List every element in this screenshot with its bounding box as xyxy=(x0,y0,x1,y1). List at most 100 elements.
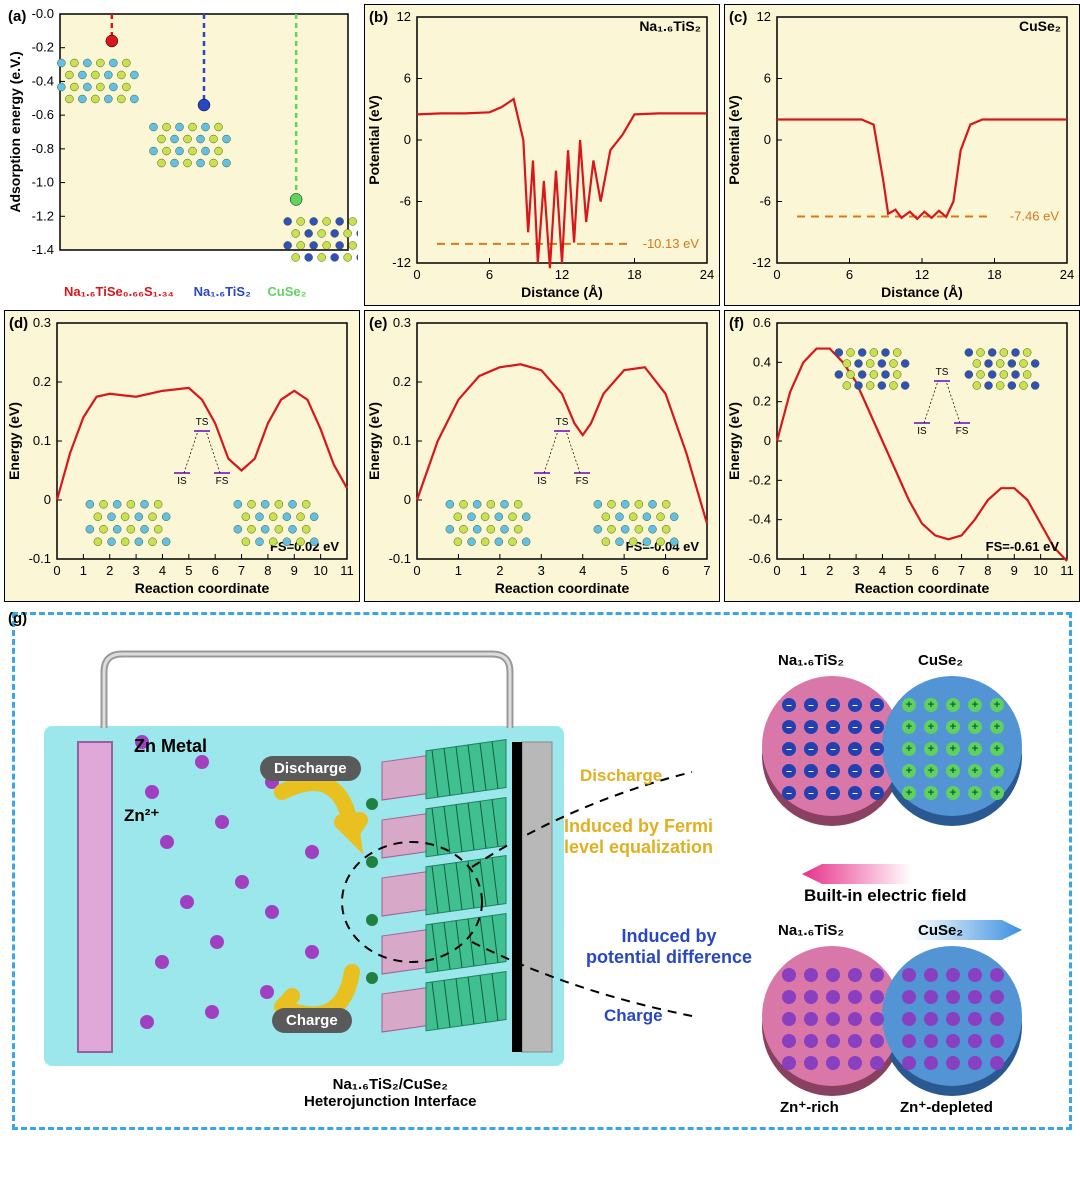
svg-text:6: 6 xyxy=(212,563,219,578)
svg-text:Distance (Å): Distance (Å) xyxy=(521,284,603,300)
svg-text:TS: TS xyxy=(936,367,949,378)
svg-text:-0.4: -0.4 xyxy=(32,73,54,88)
svg-text:6: 6 xyxy=(486,267,493,282)
svg-text:18: 18 xyxy=(987,267,1001,282)
svg-text:3: 3 xyxy=(852,563,859,578)
svg-text:-6: -6 xyxy=(759,194,771,209)
svg-text:6: 6 xyxy=(764,71,771,86)
svg-text:-0.2: -0.2 xyxy=(749,472,771,487)
svg-text:5: 5 xyxy=(185,563,192,578)
svg-text:FS: FS xyxy=(956,426,969,437)
svg-text:Reaction coordinate: Reaction coordinate xyxy=(855,580,990,596)
svg-text:0.2: 0.2 xyxy=(753,394,771,409)
svg-text:0: 0 xyxy=(44,492,51,507)
svg-text:11: 11 xyxy=(340,563,354,578)
svg-text:0.6: 0.6 xyxy=(753,315,771,330)
svg-text:-1.4: -1.4 xyxy=(32,242,54,257)
svg-text:0: 0 xyxy=(53,563,60,578)
svg-text:12: 12 xyxy=(757,9,771,24)
svg-text:2: 2 xyxy=(496,563,503,578)
svg-text:4: 4 xyxy=(879,563,886,578)
svg-text:Na₁.₆TiS₂: Na₁.₆TiS₂ xyxy=(194,284,251,299)
svg-text:10: 10 xyxy=(1033,563,1047,578)
svg-text:0: 0 xyxy=(413,267,420,282)
svg-text:Na₁.₆TiS₂: Na₁.₆TiS₂ xyxy=(639,18,701,34)
svg-text:1: 1 xyxy=(800,563,807,578)
svg-text:-1.2: -1.2 xyxy=(32,208,54,223)
svg-text:0.2: 0.2 xyxy=(393,374,411,389)
svg-text:-0.1: -0.1 xyxy=(29,551,51,566)
svg-text:Distance (Å): Distance (Å) xyxy=(881,284,963,300)
svg-text:Energy (eV): Energy (eV) xyxy=(366,402,382,480)
svg-text:0: 0 xyxy=(404,132,411,147)
svg-text:-12: -12 xyxy=(752,255,771,270)
panel-a-label: (a) xyxy=(8,8,26,25)
svg-text:0.1: 0.1 xyxy=(33,433,51,448)
svg-text:6: 6 xyxy=(846,267,853,282)
svg-text:8: 8 xyxy=(264,563,271,578)
svg-text:IS: IS xyxy=(537,476,547,487)
svg-text:0.3: 0.3 xyxy=(393,315,411,330)
svg-text:24: 24 xyxy=(700,267,714,282)
svg-text:0.1: 0.1 xyxy=(393,433,411,448)
svg-text:-10.13 eV: -10.13 eV xyxy=(643,236,700,251)
svg-text:0: 0 xyxy=(764,433,771,448)
svg-text:0.3: 0.3 xyxy=(33,315,51,330)
svg-text:6: 6 xyxy=(662,563,669,578)
svg-text:FS: FS xyxy=(216,476,229,487)
svg-text:0: 0 xyxy=(773,563,780,578)
svg-text:FS: FS xyxy=(576,476,589,487)
svg-text:TS: TS xyxy=(556,417,569,428)
svg-text:18: 18 xyxy=(627,267,641,282)
svg-text:Energy (eV): Energy (eV) xyxy=(6,402,22,480)
svg-text:12: 12 xyxy=(555,267,569,282)
svg-text:2: 2 xyxy=(826,563,833,578)
svg-text:0: 0 xyxy=(773,267,780,282)
svg-text:12: 12 xyxy=(397,9,411,24)
svg-text:Potential (eV): Potential (eV) xyxy=(726,95,742,184)
svg-text:8: 8 xyxy=(984,563,991,578)
svg-text:Na₁.₆TiSe₀.₆₆S₁.₃₄: Na₁.₆TiSe₀.₆₆S₁.₃₄ xyxy=(64,284,174,299)
svg-text:4: 4 xyxy=(579,563,586,578)
svg-text:CuSe₂: CuSe₂ xyxy=(1019,18,1061,34)
svg-text:7: 7 xyxy=(703,563,710,578)
svg-text:7: 7 xyxy=(238,563,245,578)
svg-text:3: 3 xyxy=(132,563,139,578)
svg-text:-0.6: -0.6 xyxy=(749,551,771,566)
svg-text:TS: TS xyxy=(196,417,209,428)
svg-text:-0.6: -0.6 xyxy=(32,107,54,122)
svg-text:0: 0 xyxy=(404,492,411,507)
svg-text:Reaction coordinate: Reaction coordinate xyxy=(135,580,270,596)
svg-text:-0.2: -0.2 xyxy=(32,40,54,55)
svg-text:-12: -12 xyxy=(392,255,411,270)
svg-text:-6: -6 xyxy=(399,194,411,209)
svg-text:0.2: 0.2 xyxy=(33,374,51,389)
svg-text:Potential (eV): Potential (eV) xyxy=(366,95,382,184)
svg-text:3: 3 xyxy=(538,563,545,578)
svg-text:10: 10 xyxy=(313,563,327,578)
svg-text:-0.1: -0.1 xyxy=(389,551,411,566)
svg-text:-0.0: -0.0 xyxy=(32,6,54,21)
svg-text:5: 5 xyxy=(621,563,628,578)
svg-text:12: 12 xyxy=(915,267,929,282)
svg-text:9: 9 xyxy=(291,563,298,578)
svg-text:IS: IS xyxy=(177,476,187,487)
svg-text:-0.4: -0.4 xyxy=(749,512,771,527)
svg-text:4: 4 xyxy=(159,563,166,578)
svg-text:0: 0 xyxy=(413,563,420,578)
svg-text:6: 6 xyxy=(404,71,411,86)
svg-text:24: 24 xyxy=(1060,267,1074,282)
svg-text:-1.0: -1.0 xyxy=(32,175,54,190)
svg-text:Energy (eV): Energy (eV) xyxy=(726,402,742,480)
svg-text:11: 11 xyxy=(1060,563,1074,578)
svg-text:Adsorption energy (e.V.): Adsorption energy (e.V.) xyxy=(7,51,23,212)
svg-text:0.4: 0.4 xyxy=(753,354,771,369)
svg-text:CuSe₂: CuSe₂ xyxy=(267,284,306,299)
svg-text:Reaction coordinate: Reaction coordinate xyxy=(495,580,630,596)
svg-text:9: 9 xyxy=(1011,563,1018,578)
svg-text:6: 6 xyxy=(932,563,939,578)
svg-text:7: 7 xyxy=(958,563,965,578)
svg-text:0: 0 xyxy=(764,132,771,147)
svg-text:1: 1 xyxy=(80,563,87,578)
svg-text:5: 5 xyxy=(905,563,912,578)
